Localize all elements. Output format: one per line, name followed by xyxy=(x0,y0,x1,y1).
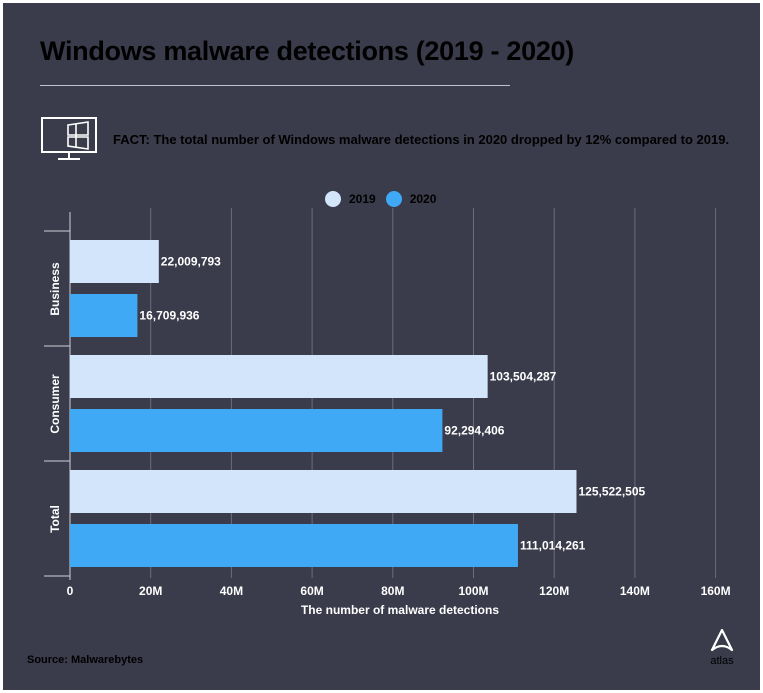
windows-monitor-icon xyxy=(41,117,97,160)
bar-business-2020 xyxy=(70,294,138,337)
x-tick-label-3: 60M xyxy=(300,584,323,598)
bar-total-2020 xyxy=(70,524,518,567)
atlas-logo: atlas xyxy=(706,626,738,667)
bar-total-2019 xyxy=(70,470,577,513)
bar-consumer-2020 xyxy=(70,409,443,452)
x-tick-label-8: 160M xyxy=(701,584,731,598)
chart-title: Windows malware detections (2019 - 2020) xyxy=(40,36,574,66)
x-tick-label-5: 100M xyxy=(458,584,488,598)
category-label-total: Total xyxy=(48,505,62,533)
legend-item-2020: 2020 xyxy=(385,191,437,207)
value-label-business-2019: 22,009,793 xyxy=(161,255,221,269)
source-note: Source: Malwarebytes xyxy=(27,654,144,666)
legend-swatch-2019 xyxy=(325,191,341,207)
category-label-business: Business xyxy=(48,262,62,316)
x-tick-label-7: 140M xyxy=(620,584,650,598)
category-label-consumer: Consumer xyxy=(48,374,62,434)
title-divider xyxy=(40,85,510,86)
infographic-card xyxy=(3,3,760,690)
value-label-consumer-2019: 103,504,287 xyxy=(490,370,557,384)
chart-legend: 2019 2020 xyxy=(325,190,446,208)
value-label-business-2020: 16,709,936 xyxy=(139,309,199,323)
x-tick-label-2: 40M xyxy=(220,584,243,598)
legend-label-2019: 2019 xyxy=(349,192,376,206)
x-tick-label-4: 80M xyxy=(381,584,404,598)
fact-text: FACT: The total number of Windows malwar… xyxy=(113,132,730,147)
value-label-total-2019: 125,522,505 xyxy=(578,485,645,499)
atlas-logo-icon xyxy=(710,628,734,652)
x-axis-title: The number of malware detections xyxy=(301,603,499,617)
legend-swatch-2020 xyxy=(385,191,402,207)
value-label-total-2020: 111,014,261 xyxy=(520,539,586,553)
x-tick-label-1: 20M xyxy=(139,584,162,598)
x-tick-label-6: 120M xyxy=(539,584,569,598)
value-label-consumer-2020: 92,294,406 xyxy=(444,424,504,438)
x-tick-label-0: 0 xyxy=(67,584,74,598)
bar-chart: 0 20M 40M 60M 80M 100M 120M 140M 160M The number … xyxy=(44,208,731,617)
brand-name: atlas xyxy=(710,655,734,667)
bar-business-2019 xyxy=(70,240,159,283)
legend-item-2019: 2019 xyxy=(325,191,376,207)
legend-label-2020: 2020 xyxy=(409,192,437,206)
bar-consumer-2019 xyxy=(70,355,488,398)
